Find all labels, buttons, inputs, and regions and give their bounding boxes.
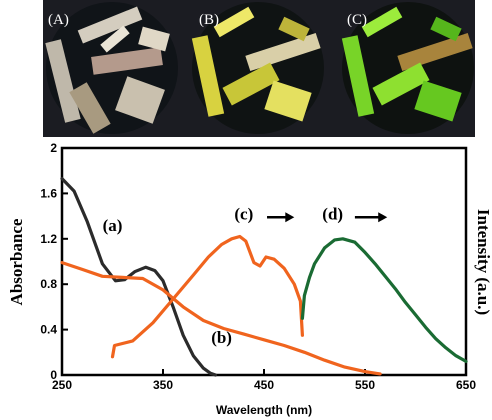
photo-panel-a: (A) bbox=[45, 2, 178, 134]
absorbance-emission-chart: 0 0.4 0.8 1.2 1.6 2 250 350 450 550 650 (a) (b) (c)… bbox=[7, 141, 492, 417]
photo-a-crystals bbox=[45, 6, 170, 134]
x-axis-ticks: 250 350 450 550 650 bbox=[52, 369, 476, 392]
series-annotation: (a) bbox=[103, 216, 123, 235]
series-line-a bbox=[60, 177, 218, 377]
y-tick-label: 1.6 bbox=[40, 186, 57, 200]
photo-panel-c: (C) bbox=[341, 2, 474, 134]
series-line-b bbox=[60, 261, 382, 376]
series-line-c bbox=[110, 234, 304, 359]
x-axis-title: Wavelength (nm) bbox=[216, 403, 312, 417]
photo-label-c: (C) bbox=[347, 12, 367, 28]
photo-label-b: (B) bbox=[199, 12, 219, 28]
y-tick-label: 0.4 bbox=[40, 323, 57, 337]
photo-c-crystals bbox=[341, 6, 473, 122]
y-axis-title-right: Intensity (a.u.) bbox=[474, 209, 492, 315]
series-layer bbox=[60, 177, 468, 377]
y-tick-label: 0.8 bbox=[40, 277, 57, 291]
x-tick-label: 450 bbox=[254, 378, 274, 392]
y-tick-label: 2 bbox=[50, 141, 57, 155]
y-tick-label: 1.2 bbox=[40, 232, 57, 246]
arrow-head bbox=[285, 212, 295, 223]
series-annotation: (c) bbox=[234, 205, 253, 224]
x-tick-label: 350 bbox=[153, 378, 173, 392]
y-axis-title-left: Absorbance bbox=[7, 218, 26, 305]
x-tick-label: 650 bbox=[456, 378, 476, 392]
series-line-d bbox=[300, 237, 468, 363]
y-axis-ticks: 0 0.4 0.8 1.2 1.6 2 bbox=[40, 141, 68, 382]
series-annotation: (d) bbox=[322, 205, 343, 224]
x-tick-label: 250 bbox=[52, 378, 72, 392]
photo-b-crystals bbox=[191, 6, 321, 122]
annotation-layer: (a) (b) (c) (d) bbox=[103, 205, 388, 347]
y-tick-label: 0 bbox=[50, 368, 57, 382]
x-tick-label: 550 bbox=[355, 378, 375, 392]
series-annotation: (b) bbox=[211, 328, 232, 347]
photo-strip: (A) (B) bbox=[43, 0, 475, 137]
arrow-head bbox=[378, 212, 388, 223]
photo-label-a: (A) bbox=[48, 12, 69, 28]
photo-panel-b: (B) bbox=[191, 2, 324, 134]
